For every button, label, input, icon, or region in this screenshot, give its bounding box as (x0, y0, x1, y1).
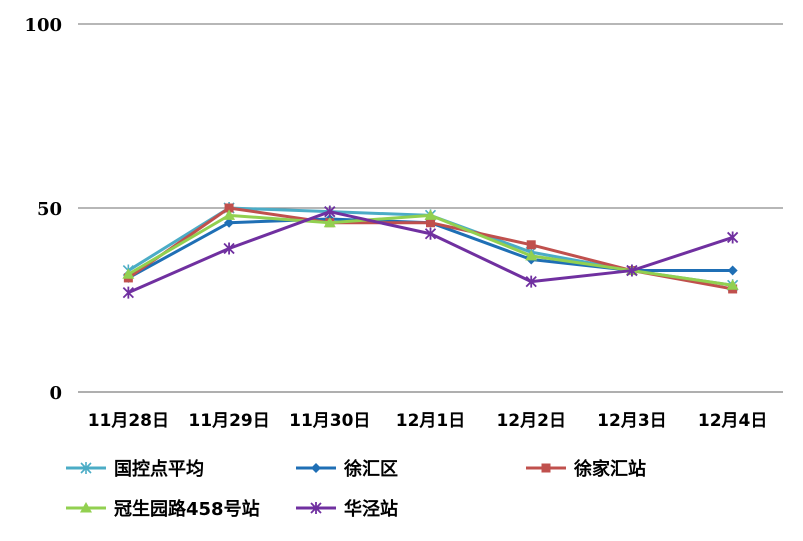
x-tick-label: 11月29日 (188, 411, 269, 431)
legend-label: 徐汇区 (343, 458, 398, 480)
gridlines (78, 24, 783, 392)
legend-item: 徐汇区 (296, 458, 398, 480)
y-tick-label: 100 (24, 15, 62, 36)
data-point (527, 240, 536, 249)
legend-label: 冠生园路458号站 (114, 498, 260, 520)
y-axis-ticks: 0 50 100 (24, 15, 62, 404)
x-tick-label: 11月28日 (88, 411, 169, 431)
x-tick-label: 12月1日 (396, 411, 466, 431)
legend-marker (542, 464, 551, 473)
legend-label: 徐家汇站 (573, 458, 646, 480)
legend-item: 徐家汇站 (526, 458, 646, 480)
legend-item: 华泾站 (296, 498, 398, 520)
series-layer (122, 202, 738, 299)
x-tick-label: 12月2日 (496, 411, 566, 431)
legend: 国控点平均 徐汇区 徐家汇站冠生园路458号站 华泾站 (66, 458, 646, 520)
legend-item: 冠生园路458号站 (66, 498, 260, 520)
data-point (728, 266, 738, 276)
legend-marker (311, 463, 321, 473)
x-tick-label: 11月30日 (289, 411, 370, 431)
legend-label: 国控点平均 (114, 458, 204, 480)
legend-label: 华泾站 (344, 498, 398, 520)
x-tick-label: 12月4日 (698, 411, 768, 431)
legend-item: 国控点平均 (66, 458, 204, 480)
y-tick-label: 50 (37, 199, 62, 220)
y-tick-label: 0 (49, 383, 62, 404)
x-axis-ticks: 11月28日 11月29日 11月30日 12月1日 12月2日 12月3日 12月4日 (88, 411, 768, 431)
x-tick-label: 12月3日 (597, 411, 667, 431)
